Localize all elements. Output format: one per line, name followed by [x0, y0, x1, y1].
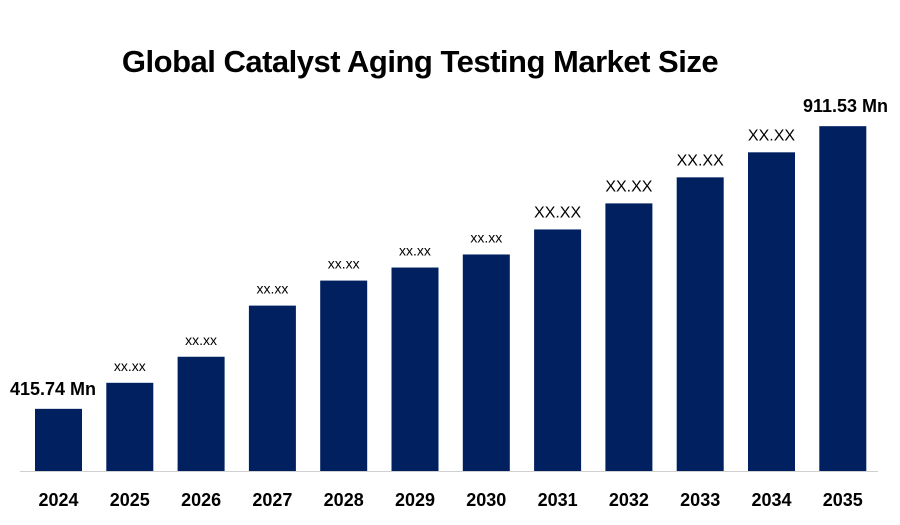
x-tick-label: 2026: [181, 490, 221, 510]
data-label: xx.xx: [470, 229, 502, 245]
x-tick-label: 2032: [609, 490, 649, 510]
x-tick-label: 2031: [538, 490, 578, 510]
bar-2028: [320, 280, 368, 471]
x-tick-label: 2024: [38, 490, 78, 510]
x-tick-label: 2034: [751, 490, 791, 510]
bar-2035: [819, 126, 867, 472]
x-tick-label: 2027: [252, 490, 292, 510]
bar-2029: [391, 267, 439, 471]
data-label: xx.xx: [256, 281, 288, 297]
data-label: 911.53 Mn: [803, 96, 888, 116]
data-label: 415.74 Mn: [10, 379, 96, 399]
data-label: xx.xx: [114, 358, 146, 374]
bar-2030: [462, 254, 510, 471]
bar-2032: [605, 203, 653, 471]
data-label: XX.XX: [605, 178, 652, 195]
bar-2033: [676, 177, 724, 471]
bar-2031: [534, 229, 582, 471]
x-tick-label: 2035: [823, 490, 863, 510]
data-label: XX.XX: [677, 152, 724, 169]
x-tick-label: 2029: [395, 490, 435, 510]
bar-2026: [177, 356, 225, 471]
data-label: XX.XX: [748, 127, 795, 144]
x-tick-label: 2025: [110, 490, 150, 510]
data-label: XX.XX: [534, 204, 581, 221]
x-tick-label: 2028: [324, 490, 364, 510]
bar-2034: [748, 152, 795, 471]
data-label: xx.xx: [185, 332, 217, 348]
bar-2025: [106, 382, 154, 471]
data-label: xx.xx: [328, 256, 360, 272]
bar-2027: [248, 305, 296, 471]
x-tick-label: 2030: [466, 490, 506, 510]
bar-2024: [35, 408, 82, 471]
data-label: xx.xx: [399, 243, 431, 259]
x-tick-label: 2033: [680, 490, 720, 510]
chart-title: Global Catalyst Aging Testing Market Siz…: [121, 44, 719, 79]
